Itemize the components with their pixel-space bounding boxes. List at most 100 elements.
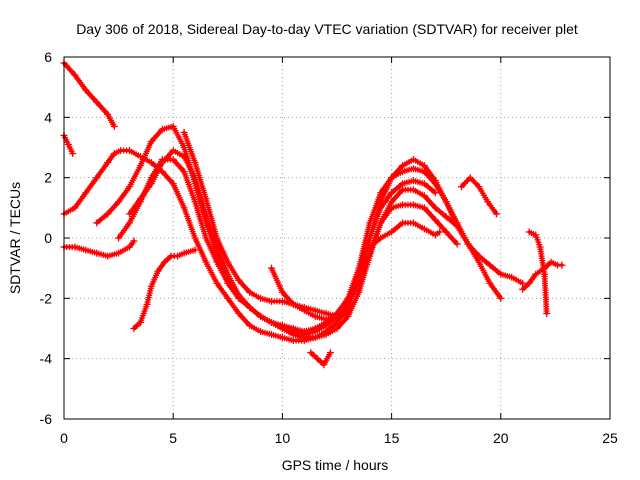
- trail-marker: [299, 306, 306, 313]
- x-tick-label: 0: [60, 430, 68, 446]
- trail-marker: [245, 302, 252, 309]
- trail-marker: [387, 200, 394, 207]
- trail-marker: [158, 161, 165, 168]
- trail-marker: [506, 273, 513, 280]
- trail-marker: [377, 200, 384, 207]
- trail-marker: [552, 261, 559, 268]
- trail-marker: [331, 314, 338, 321]
- trail-marker: [266, 330, 273, 337]
- trail-marker: [136, 164, 143, 171]
- trail-marker: [115, 148, 122, 155]
- data-point: [558, 261, 566, 269]
- trail-marker: [180, 202, 187, 209]
- trail-marker: [331, 326, 338, 333]
- trail-marker: [92, 176, 99, 183]
- x-tick-label: 5: [169, 430, 177, 446]
- y-tick-label: -4: [40, 351, 53, 367]
- trail-marker: [442, 196, 449, 203]
- trail-marker: [326, 351, 333, 358]
- data-point: [313, 355, 321, 363]
- trail-marker: [68, 148, 75, 155]
- trail-marker: [397, 164, 404, 171]
- trail-marker: [386, 230, 393, 237]
- trail-marker: [223, 257, 230, 264]
- trail-marker: [223, 269, 230, 276]
- trail-marker: [103, 161, 110, 168]
- trail-marker: [536, 241, 543, 248]
- trail-marker: [143, 303, 150, 310]
- trail-marker: [496, 293, 503, 300]
- trail-marker: [266, 318, 273, 325]
- trail-marker: [102, 212, 109, 219]
- trail-marker: [160, 260, 167, 267]
- trail-marker: [474, 181, 481, 188]
- trail-marker: [530, 230, 537, 237]
- trail-marker: [180, 142, 187, 149]
- trail-marker: [517, 279, 524, 286]
- trail-marker: [474, 257, 481, 264]
- trail-marker: [191, 196, 198, 203]
- trail-marker: [147, 285, 154, 292]
- trail-marker: [320, 323, 327, 330]
- trail-marker: [91, 249, 98, 256]
- trail-marker: [309, 312, 316, 319]
- trail-marker: [212, 257, 219, 264]
- trail-marker: [234, 308, 241, 315]
- trail-marker: [103, 109, 110, 116]
- trail-marker: [485, 260, 492, 267]
- series-arc-10: [267, 186, 461, 323]
- trail-marker: [80, 246, 87, 253]
- trail-marker: [191, 157, 198, 164]
- series-arc-15: [525, 228, 551, 317]
- trail-marker: [366, 237, 373, 244]
- trail-marker: [397, 188, 404, 195]
- data-point: [130, 325, 138, 332]
- trail-marker: [288, 299, 295, 306]
- x-tick-label: 20: [493, 430, 509, 446]
- trail-marker: [495, 269, 502, 276]
- y-tick-label: 2: [44, 170, 52, 186]
- trail-marker: [157, 128, 164, 135]
- y-tick-label: 0: [44, 230, 52, 246]
- trail-marker: [191, 232, 198, 239]
- trail-marker: [171, 253, 178, 260]
- trail-marker: [189, 247, 196, 254]
- trail-marker: [153, 270, 160, 277]
- trail-marker: [255, 327, 262, 334]
- trail-marker: [129, 240, 136, 247]
- trail-marker: [320, 332, 327, 339]
- trail-marker: [387, 191, 394, 198]
- trail-marker: [110, 121, 117, 128]
- trail-marker: [166, 254, 173, 261]
- trail-marker: [531, 273, 538, 280]
- trail-marker: [376, 222, 383, 229]
- trail-marker: [146, 182, 153, 189]
- trail-marker: [430, 175, 437, 182]
- trail-marker: [245, 287, 252, 294]
- trail-marker: [114, 200, 121, 207]
- trail-marker: [407, 186, 414, 193]
- series-line: [117, 158, 459, 340]
- x-tick-label: 25: [602, 430, 618, 446]
- trail-marker: [419, 168, 426, 175]
- trail-marker: [202, 232, 209, 239]
- series-line: [62, 149, 437, 343]
- trail-marker: [178, 152, 185, 159]
- trail-marker: [419, 161, 426, 168]
- grid: [64, 57, 610, 419]
- trail-marker: [70, 70, 77, 77]
- x-axis-label: GPS time / hours: [282, 457, 389, 473]
- trail-marker: [430, 203, 437, 210]
- trail-marker: [491, 208, 498, 215]
- trail-marker: [202, 257, 209, 264]
- trail-marker: [92, 97, 99, 104]
- trail-marker: [288, 327, 295, 334]
- trail-marker: [543, 308, 550, 315]
- trail-marker: [124, 245, 131, 252]
- trail-marker: [463, 239, 470, 246]
- trail-marker: [524, 281, 531, 288]
- chart-title: Day 306 of 2018, Sidereal Day-to-day VTE…: [76, 21, 578, 37]
- trail-marker: [309, 306, 316, 313]
- trail-marker: [419, 180, 426, 187]
